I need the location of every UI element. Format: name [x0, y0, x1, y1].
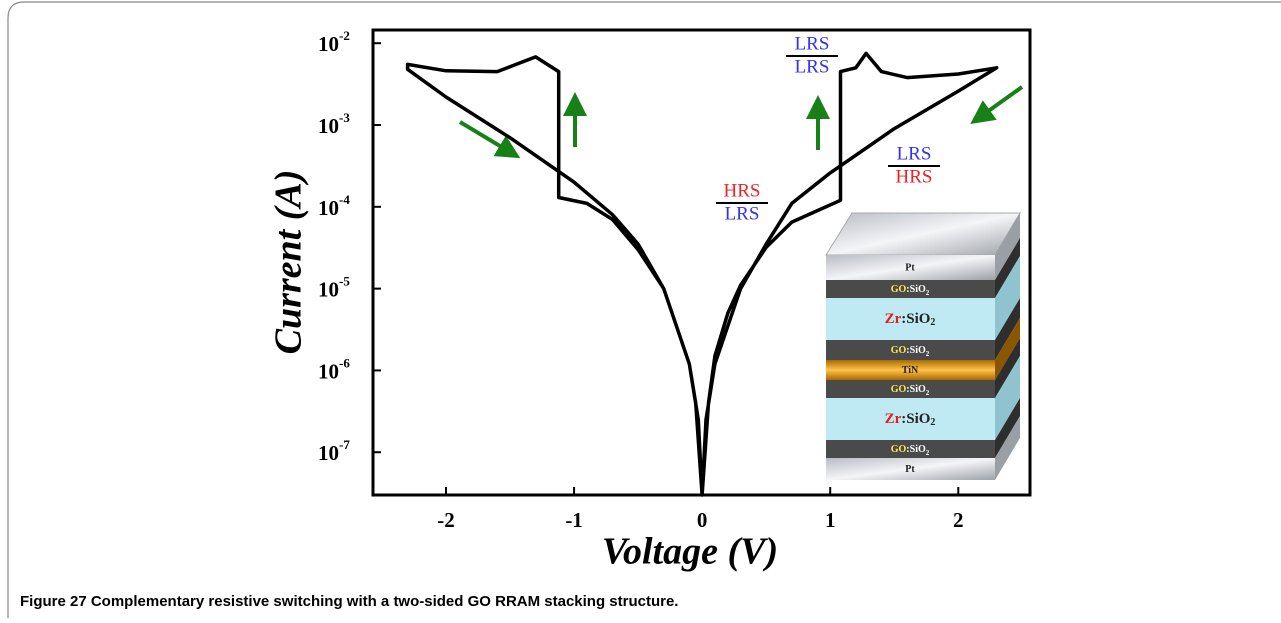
layer-sub: 2: [930, 317, 935, 328]
tick-base: 10: [318, 196, 339, 220]
x-axis-label: Voltage (V): [602, 531, 778, 573]
state-label: HRS: [896, 166, 933, 187]
state-label: LRS: [725, 203, 760, 224]
arrow: [460, 122, 510, 152]
x-tick-label: -2: [437, 508, 455, 532]
layer-dopant: Zr: [885, 411, 902, 427]
layer-dopant: Zr: [885, 311, 902, 327]
top-face: [826, 213, 1020, 255]
state-labels: LRS LRS HRS LRS LRS HRS: [716, 33, 940, 224]
state-label: LRS: [795, 56, 830, 77]
tick-exponent: -6: [339, 355, 350, 370]
y-tick-label: 10-7: [318, 437, 350, 465]
tick-base: 10: [318, 114, 339, 138]
tick-exponent: -4: [339, 192, 350, 207]
layer-sub: 2: [926, 289, 930, 297]
layer-label: GO:SiO2: [891, 284, 930, 296]
layer-label: Zr:SiO2: [885, 411, 936, 428]
arrow: [980, 87, 1022, 117]
layer-dopant: GO: [891, 345, 907, 356]
inset-stack: PtGO:SiO2Zr:SiO2GO:SiO2TiNGO:SiO2Zr:SiO2…: [826, 213, 1020, 480]
arrows: [460, 87, 1022, 152]
layer-sub: 2: [926, 350, 930, 358]
layer-host: :SiO: [901, 411, 930, 427]
layer-label: GO:SiO2: [891, 345, 930, 357]
page: Voltage (V) Current (A) Figure 27 Comple…: [0, 0, 1281, 618]
layer-label: GO:SiO2: [891, 384, 930, 396]
x-tick-label: 2: [953, 508, 964, 532]
x-tick-label: -1: [565, 508, 583, 532]
state-label: LRS: [795, 33, 830, 54]
layer-label: Pt: [905, 464, 915, 475]
layer-sub: 2: [926, 389, 930, 397]
tick-base: 10: [318, 441, 339, 465]
layer-host: Pt: [905, 464, 915, 475]
layer-host: Pt: [905, 263, 915, 274]
tick-exponent: -7: [339, 437, 350, 452]
y-tick-label: 10-4: [318, 192, 350, 220]
layer-host: :SiO: [906, 444, 926, 455]
layer-dopant: GO: [891, 444, 907, 455]
y-tick-label: 10-2: [318, 28, 350, 56]
y-axis-label: Current (A): [268, 170, 310, 355]
tick-exponent: -2: [339, 28, 350, 43]
state-label: HRS: [724, 180, 761, 201]
tick-base: 10: [318, 359, 339, 383]
layer-host: :SiO: [906, 384, 926, 395]
layer-sub: 2: [926, 449, 930, 457]
tick-exponent: -5: [339, 274, 350, 289]
layer-sub: 2: [930, 417, 935, 428]
layer-host: :SiO: [906, 284, 926, 295]
layer-dopant: GO: [891, 384, 907, 395]
tick-base: 10: [318, 32, 339, 56]
layer-label: Zr:SiO2: [885, 311, 936, 328]
layer-label: GO:SiO2: [891, 444, 930, 456]
chart: Voltage (V) Current (A) Figure 27 Comple…: [0, 0, 1281, 618]
state-label: LRS: [897, 143, 932, 164]
caption: Figure 27 Complementary resistive switch…: [20, 593, 678, 610]
y-tick-label: 10-5: [318, 274, 350, 302]
layer-label: Pt: [905, 263, 915, 274]
x-tick-label: 0: [697, 508, 708, 532]
figure-frame: [8, 2, 1281, 618]
y-tick-label: 10-3: [318, 110, 350, 138]
tick-exponent: -3: [339, 110, 350, 125]
layer-host: :SiO: [901, 311, 930, 327]
x-tick-label: 1: [825, 508, 836, 532]
layer-label: TiN: [902, 365, 919, 376]
tick-base: 10: [318, 277, 339, 301]
layer-host: :SiO: [906, 345, 926, 356]
layer-dopant: GO: [891, 284, 907, 295]
layer-host: TiN: [902, 365, 919, 376]
y-tick-label: 10-6: [318, 355, 350, 383]
